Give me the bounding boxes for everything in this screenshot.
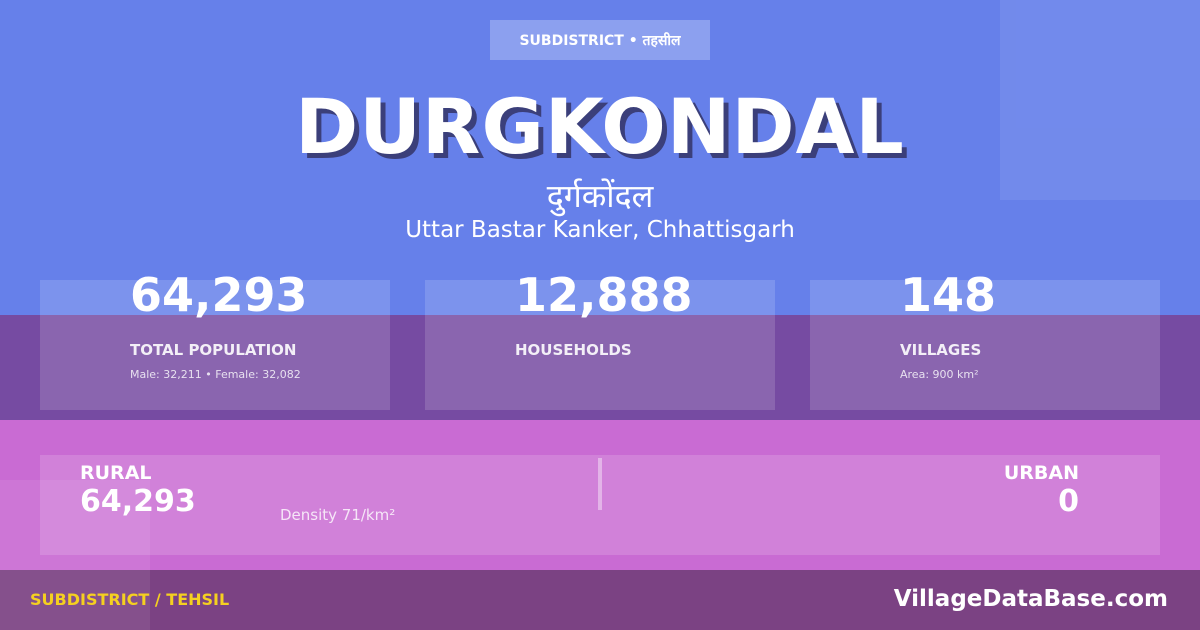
divider xyxy=(598,458,602,510)
header-background xyxy=(0,0,1200,315)
decorative-square xyxy=(1000,0,1200,200)
decorative-square xyxy=(0,480,150,630)
stat-card-households: 12,888 HOUSEHOLDS xyxy=(425,268,775,410)
title-hindi: दुर्गकोंदल xyxy=(546,177,654,215)
stat-sub: Area: 900 km² xyxy=(900,368,979,381)
rural-label: RURAL xyxy=(80,462,152,484)
footer xyxy=(0,570,1200,630)
type-badge: SUBDISTRICT • तहसील xyxy=(490,20,710,60)
site-link[interactable]: VillageDataBase.com xyxy=(893,586,1168,612)
stat-label: VILLAGES xyxy=(900,341,982,359)
stat-card-villages: 148 VILLAGES Area: 900 km² xyxy=(810,268,1160,410)
stat-card-population: 64,293 TOTAL POPULATION Male: 32,211 • F… xyxy=(40,268,390,410)
page-title: DURGKONDAL xyxy=(295,82,905,171)
urban-value: 0 xyxy=(1058,484,1079,519)
urban-label: URBAN xyxy=(1003,462,1079,484)
location: Uttar Bastar Kanker, Chhattisgarh xyxy=(405,217,795,243)
stats-band xyxy=(0,315,1200,420)
stat-value: 64,293 xyxy=(130,268,308,322)
stat-label: HOUSEHOLDS xyxy=(515,341,632,359)
rural-urban-band xyxy=(0,420,1200,570)
footer-type: SUBDISTRICT / TEHSIL xyxy=(30,590,230,609)
stat-sub: Male: 32,211 • Female: 32,082 xyxy=(130,368,301,381)
stat-value: 12,888 xyxy=(515,268,693,322)
rural-value: 64,293 xyxy=(80,484,196,519)
rural-urban-card xyxy=(40,455,1160,555)
stat-value: 148 xyxy=(900,268,997,322)
stat-label: TOTAL POPULATION xyxy=(130,341,297,359)
density: Density 71/km² xyxy=(280,506,396,524)
